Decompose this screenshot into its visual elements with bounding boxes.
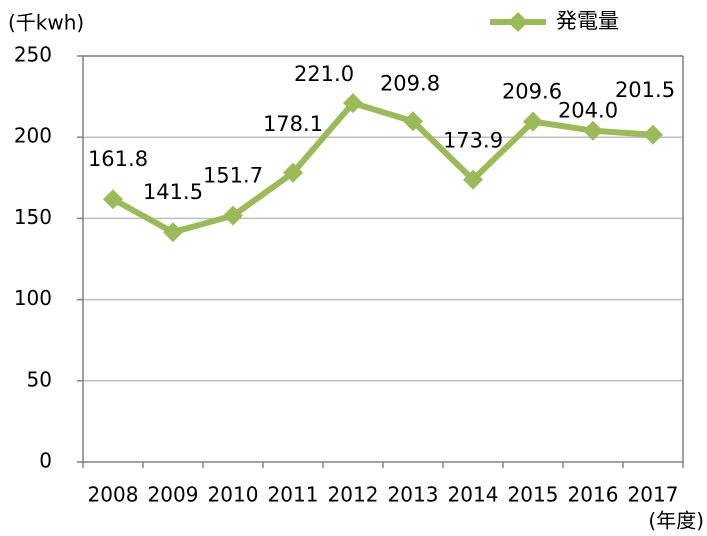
y-tick-label: 200 [14, 124, 52, 148]
data-label: 173.9 [443, 129, 503, 153]
y-tick-label: 150 [14, 205, 52, 229]
marker [523, 111, 543, 132]
data-label: 161.8 [88, 147, 148, 171]
marker [343, 93, 363, 114]
marker [403, 111, 423, 132]
y-tick-label: 50 [27, 367, 52, 391]
data-label: 209.6 [502, 80, 562, 104]
marker [223, 205, 243, 226]
x-tick-label: 2016 [568, 483, 619, 507]
y-tick-label: 100 [14, 286, 52, 310]
x-tick-label: 2012 [328, 483, 379, 507]
data-label: 204.0 [558, 99, 618, 123]
x-tick-label: 2008 [88, 483, 139, 507]
marker [163, 222, 183, 243]
line [111, 100, 654, 236]
y-axis-label: (千kwh) [8, 11, 84, 35]
data-label: 178.1 [263, 112, 323, 136]
x-tick-label: 2015 [508, 483, 559, 507]
y-tick-label: 250 [14, 43, 52, 67]
marker [463, 169, 483, 190]
marker [583, 120, 603, 141]
legend-marker [508, 12, 528, 32]
x-tick-label: 2013 [388, 483, 439, 507]
data-label: 201.5 [615, 78, 675, 102]
legend-label: 発電量 [556, 9, 619, 33]
x-tick-label: 2011 [268, 483, 319, 507]
data-label: 151.7 [203, 164, 263, 188]
x-tick-label: 2009 [148, 483, 199, 507]
x-tick-label: 2010 [208, 483, 259, 507]
y-tick-label: 0 [39, 449, 52, 473]
data-label: 221.0 [294, 62, 354, 86]
x-tick-label: 2014 [448, 483, 499, 507]
data-label: 209.8 [380, 71, 440, 95]
x-tick-label: 2017 [628, 483, 679, 507]
marker [103, 189, 123, 210]
data-label: 141.5 [143, 180, 203, 204]
marker [643, 124, 663, 145]
marker [283, 162, 303, 183]
x-axis-label: (年度) [648, 509, 704, 533]
